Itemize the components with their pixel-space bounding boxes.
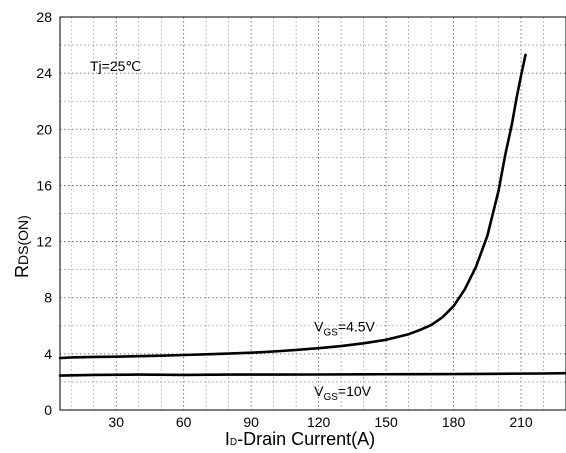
y-tick-label: 20 [36,121,52,137]
x-axis-title-sub: D [230,437,237,448]
series-line-1 [58,53,527,360]
y-axis-title: RDS(ON) [12,215,32,278]
series-labels: VGS=4.5V VGS=10V [314,318,375,403]
y-tick-label: 28 [36,9,52,25]
x-axis-title: ID-Drain Current(A) [225,429,375,449]
x-axis-title-main: I [225,429,230,449]
y-tick-label: 24 [36,65,52,81]
y-tick-label: 8 [44,290,52,306]
x-tick-labels: 30 60 90 120 150 180 210 [108,414,532,430]
x-tick-label: 90 [243,414,259,430]
y-axis-title-sub: DS(ON) [15,215,31,265]
y-tick-label: 4 [44,346,52,362]
y-axis-title-main: R [12,265,32,278]
x-axis-title-rest: -Drain Current(A) [237,429,375,449]
x-tick-label: 30 [108,414,124,430]
y-tick-label: 12 [36,234,52,250]
series-lines [58,53,566,377]
series-line-2 [58,371,566,377]
grid-lines [60,17,566,410]
series-label-2: VGS=10V [314,383,372,403]
x-tick-label: 60 [176,414,192,430]
y-tick-label: 0 [44,402,52,418]
plot-frame [59,16,566,411]
series-label-1: VGS=4.5V [314,318,375,338]
x-tick-label: 150 [374,414,398,430]
x-tick-label: 120 [307,414,331,430]
condition-annotation: Tj=25℃ [90,58,141,74]
y-tick-label: 16 [36,177,52,193]
y-tick-labels: 0 4 8 12 16 20 24 28 [36,9,52,418]
x-tick-label: 180 [442,414,466,430]
x-tick-label: 210 [509,414,533,430]
